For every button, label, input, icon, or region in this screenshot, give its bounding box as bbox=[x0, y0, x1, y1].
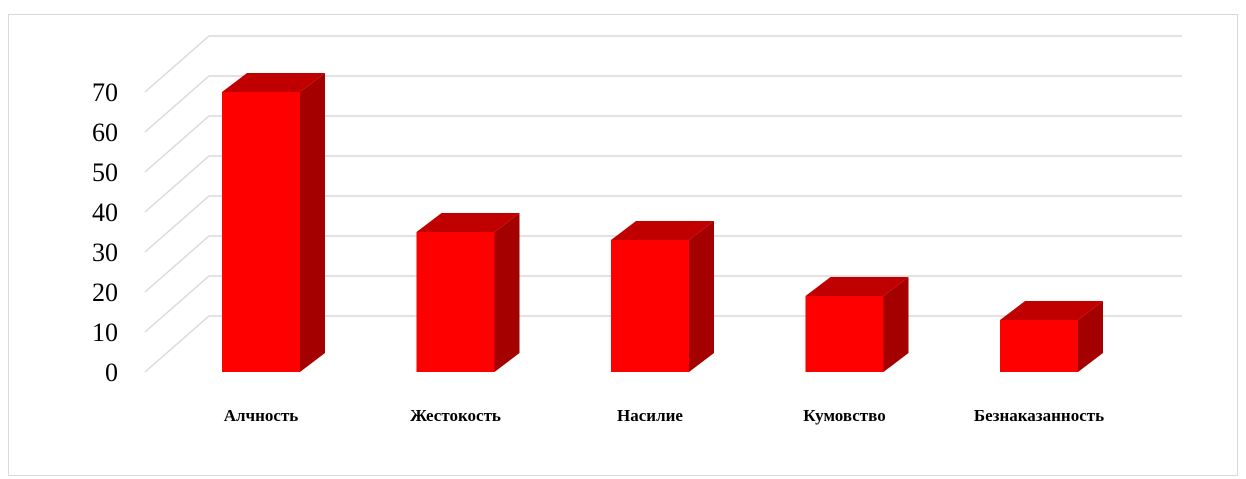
bar-front-face bbox=[1000, 320, 1078, 372]
x-axis-category-labels: Алчность Жестокость Насилие Кумовство Безнак… bbox=[224, 406, 1104, 425]
x-category-label: Насилие bbox=[617, 406, 683, 425]
bar-top-face bbox=[805, 277, 909, 296]
x-category-label: Алчность bbox=[224, 406, 299, 425]
bar-top-face bbox=[222, 73, 325, 92]
x-category-label: Кумовство bbox=[803, 406, 885, 425]
y-tick-label: 70 bbox=[92, 78, 118, 107]
bar-front-face bbox=[805, 296, 884, 372]
gridline bbox=[144, 115, 1182, 173]
x-category-label: Безнаказанность bbox=[974, 406, 1104, 425]
bar bbox=[1000, 301, 1103, 372]
y-tick-label: 40 bbox=[92, 198, 118, 227]
y-tick-label: 50 bbox=[92, 158, 118, 187]
gridline bbox=[144, 155, 1182, 213]
y-axis-tick-labels: 0 10 20 30 40 50 60 70 bbox=[92, 78, 118, 387]
bar-front-face bbox=[416, 232, 495, 372]
bar bbox=[222, 73, 325, 372]
gridline bbox=[144, 195, 1182, 253]
bar-side-face bbox=[300, 73, 325, 372]
bar-front-face bbox=[611, 240, 689, 372]
x-category-label: Жестокость bbox=[410, 406, 501, 425]
bar bbox=[416, 213, 520, 372]
gridline bbox=[144, 35, 1182, 93]
bar-front-face bbox=[222, 92, 300, 372]
y-tick-label: 0 bbox=[105, 358, 118, 387]
gridline bbox=[144, 235, 1182, 293]
bar-top-face bbox=[611, 221, 714, 240]
gridline bbox=[144, 275, 1182, 333]
bar-side-face bbox=[689, 221, 714, 372]
bar-top-face bbox=[416, 213, 520, 232]
y-tick-label: 10 bbox=[92, 318, 118, 347]
y-tick-label: 20 bbox=[92, 278, 118, 307]
bar bbox=[611, 221, 714, 372]
bar-side-face bbox=[883, 277, 909, 372]
bar-side-face bbox=[1078, 301, 1103, 372]
bar-top-face bbox=[1000, 301, 1103, 320]
bar bbox=[805, 277, 909, 372]
y-tick-label: 30 bbox=[92, 238, 118, 267]
gridline bbox=[144, 75, 1182, 133]
y-tick-label: 60 bbox=[92, 118, 118, 147]
bars bbox=[222, 73, 1103, 372]
bar-side-face bbox=[494, 213, 520, 372]
